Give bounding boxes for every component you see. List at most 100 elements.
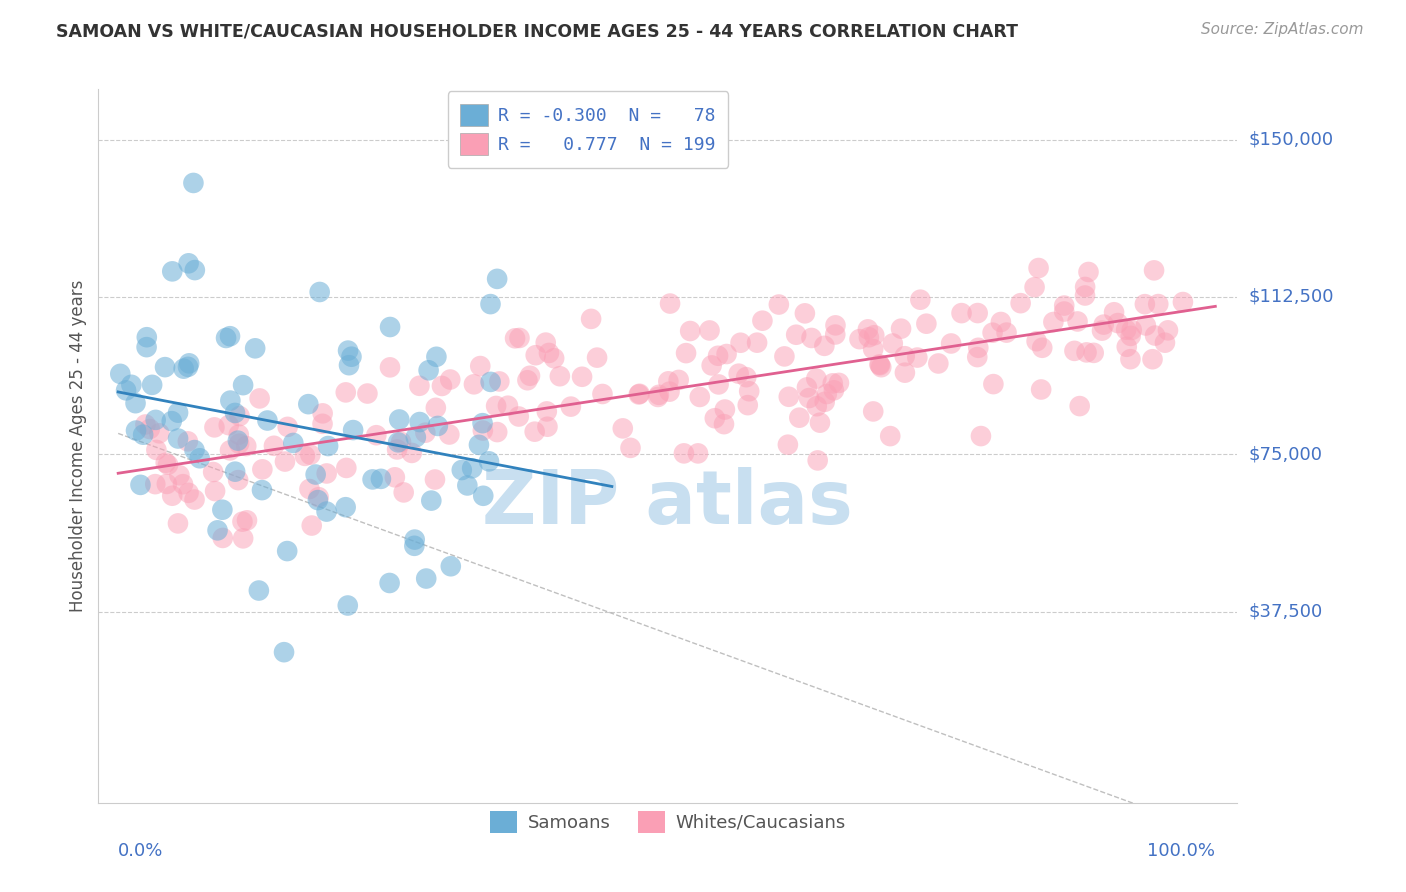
Point [870,360,893,375]
Point [503,331,526,345]
Point [430,379,453,393]
Point [657,375,679,389]
Point [252,462,274,476]
Point [179,356,201,370]
Point [307,493,329,508]
Point [707,377,730,392]
Point [177,256,200,270]
Point [387,435,409,450]
Point [879,429,901,443]
Point [188,451,211,466]
Point [543,351,565,366]
Point [361,472,384,486]
Point [479,297,502,311]
Y-axis label: Householder Income Ages 25 - 44 years: Householder Income Ages 25 - 44 years [69,280,87,612]
Point [534,335,557,350]
Point [679,324,702,338]
Point [856,322,879,336]
Point [1024,280,1046,294]
Point [177,486,200,500]
Point [301,518,323,533]
Point [342,423,364,437]
Point [1010,296,1032,310]
Point [536,419,558,434]
Point [858,330,880,344]
Text: $37,500: $37,500 [1249,603,1323,621]
Point [472,489,495,503]
Point [1053,304,1076,318]
Point [426,419,449,434]
Text: Source: ZipAtlas.com: Source: ZipAtlas.com [1201,22,1364,37]
Point [703,411,725,425]
Point [183,492,205,507]
Point [647,390,669,404]
Point [415,425,437,440]
Point [808,416,831,430]
Point [927,356,949,370]
Point [800,331,823,345]
Point [1143,263,1166,277]
Point [156,476,179,491]
Point [814,394,837,409]
Point [236,513,259,527]
Point [384,470,406,484]
Point [1091,324,1114,338]
Point [700,359,723,373]
Point [135,340,157,354]
Point [915,317,938,331]
Point [401,446,423,460]
Point [388,412,411,426]
Point [378,320,401,334]
Point [173,361,195,376]
Point [207,524,229,538]
Point [789,410,811,425]
Point [1074,288,1097,302]
Point [882,336,904,351]
Point [768,297,790,311]
Point [145,442,167,457]
Point [1142,352,1164,367]
Point [215,331,238,345]
Point [471,424,494,438]
Point [157,458,180,472]
Point [486,425,509,439]
Point [439,427,461,442]
Point [995,326,1018,340]
Point [153,360,176,375]
Point [648,388,671,402]
Point [806,371,828,385]
Point [235,439,257,453]
Point [519,368,541,383]
Point [548,369,571,384]
Point [408,379,430,393]
Point [806,399,828,413]
Point [167,406,190,420]
Text: ZIP atlas: ZIP atlas [482,467,853,540]
Point [737,398,759,412]
Point [228,427,250,442]
Point [177,434,200,449]
Point [714,402,737,417]
Point [224,406,246,420]
Point [273,645,295,659]
Point [337,358,360,372]
Point [1115,323,1137,337]
Point [496,399,519,413]
Point [1042,315,1064,329]
Point [423,473,446,487]
Point [249,392,271,406]
Point [778,390,800,404]
Point [1083,346,1105,360]
Point [226,473,249,487]
Point [910,293,932,307]
Point [571,369,593,384]
Point [828,376,851,390]
Point [283,436,305,450]
Point [337,343,360,358]
Point [340,350,363,364]
Point [536,404,558,418]
Point [139,422,162,436]
Point [120,377,142,392]
Point [228,436,250,450]
Point [204,420,226,434]
